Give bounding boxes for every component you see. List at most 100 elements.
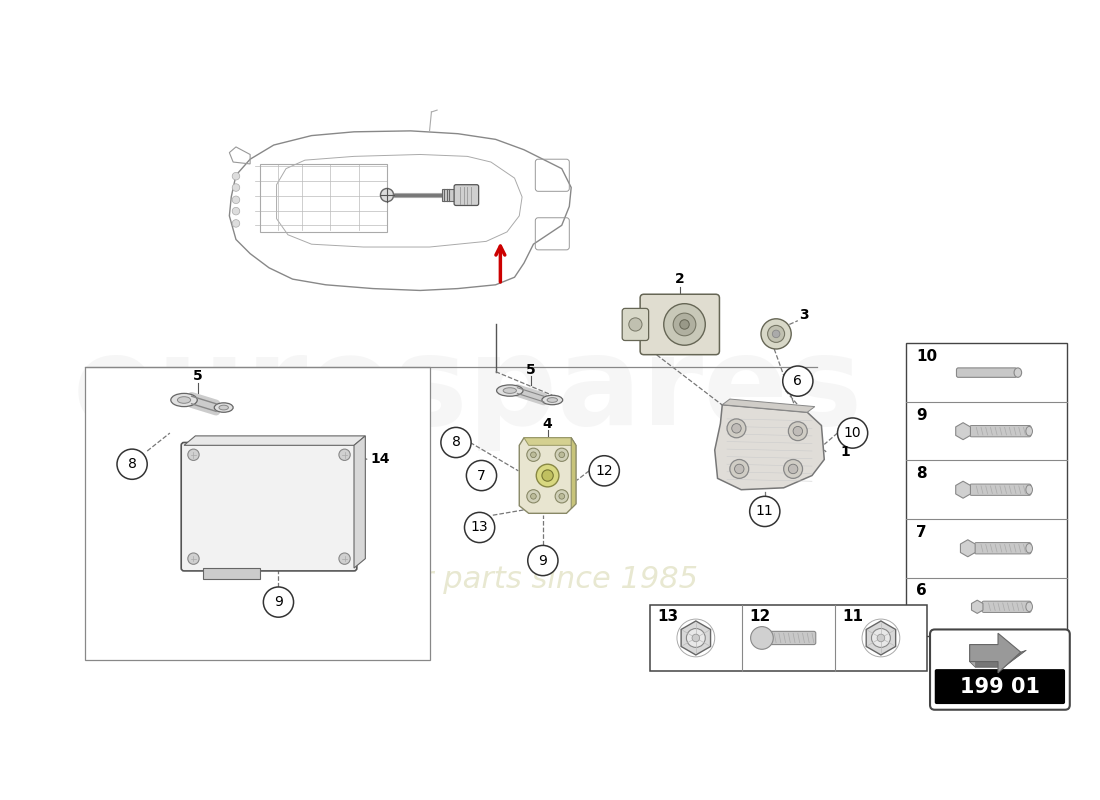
Circle shape bbox=[783, 366, 813, 396]
Ellipse shape bbox=[1026, 543, 1033, 553]
Circle shape bbox=[527, 448, 540, 462]
FancyBboxPatch shape bbox=[957, 368, 1016, 378]
Circle shape bbox=[527, 490, 540, 503]
Bar bbox=[260, 164, 387, 232]
Text: a passion for parts since 1985: a passion for parts since 1985 bbox=[236, 565, 697, 594]
Text: 9: 9 bbox=[538, 554, 548, 567]
Ellipse shape bbox=[1026, 602, 1033, 611]
Ellipse shape bbox=[547, 398, 558, 402]
Circle shape bbox=[466, 461, 496, 490]
Circle shape bbox=[559, 494, 564, 499]
Bar bbox=[85, 367, 430, 660]
FancyBboxPatch shape bbox=[970, 426, 1031, 437]
Circle shape bbox=[530, 494, 537, 499]
Circle shape bbox=[789, 422, 807, 441]
Text: 5: 5 bbox=[194, 370, 204, 383]
Circle shape bbox=[686, 629, 705, 647]
Text: 6: 6 bbox=[916, 583, 926, 598]
Circle shape bbox=[793, 426, 803, 436]
Circle shape bbox=[232, 207, 240, 215]
Text: 10: 10 bbox=[916, 349, 937, 364]
Circle shape bbox=[232, 220, 240, 227]
Circle shape bbox=[789, 464, 797, 474]
Circle shape bbox=[871, 629, 890, 647]
Circle shape bbox=[556, 490, 569, 503]
Polygon shape bbox=[956, 422, 970, 440]
FancyBboxPatch shape bbox=[623, 309, 649, 341]
Circle shape bbox=[542, 470, 553, 482]
Circle shape bbox=[673, 313, 696, 336]
Circle shape bbox=[590, 456, 619, 486]
Circle shape bbox=[559, 452, 564, 458]
Polygon shape bbox=[715, 405, 824, 490]
Ellipse shape bbox=[1026, 426, 1033, 436]
Text: 5: 5 bbox=[526, 362, 536, 377]
Circle shape bbox=[735, 464, 744, 474]
Circle shape bbox=[232, 196, 240, 203]
Polygon shape bbox=[571, 438, 576, 509]
Text: 9: 9 bbox=[916, 408, 926, 422]
FancyBboxPatch shape bbox=[640, 294, 719, 354]
Circle shape bbox=[877, 634, 884, 642]
Circle shape bbox=[232, 184, 240, 191]
Circle shape bbox=[263, 587, 294, 617]
Circle shape bbox=[528, 546, 558, 576]
Text: 1: 1 bbox=[840, 445, 850, 459]
Circle shape bbox=[188, 553, 199, 564]
Circle shape bbox=[750, 626, 773, 650]
FancyBboxPatch shape bbox=[970, 484, 1031, 495]
Text: 4: 4 bbox=[542, 417, 552, 430]
Circle shape bbox=[837, 418, 868, 448]
Circle shape bbox=[761, 318, 791, 349]
Circle shape bbox=[339, 553, 350, 564]
Text: 2: 2 bbox=[675, 272, 684, 286]
Circle shape bbox=[729, 459, 749, 478]
FancyBboxPatch shape bbox=[930, 630, 1070, 710]
Ellipse shape bbox=[503, 388, 516, 394]
FancyBboxPatch shape bbox=[182, 442, 356, 571]
FancyBboxPatch shape bbox=[982, 601, 1031, 613]
Text: 9: 9 bbox=[274, 595, 283, 609]
Ellipse shape bbox=[170, 394, 197, 406]
Polygon shape bbox=[956, 482, 970, 498]
Circle shape bbox=[727, 419, 746, 438]
Circle shape bbox=[232, 173, 240, 180]
Text: 3: 3 bbox=[800, 308, 810, 322]
Polygon shape bbox=[519, 438, 576, 514]
Circle shape bbox=[117, 449, 147, 479]
Text: 11: 11 bbox=[756, 505, 773, 518]
Bar bbox=[442, 190, 456, 201]
Polygon shape bbox=[971, 600, 983, 614]
Bar bbox=[650, 605, 927, 671]
Polygon shape bbox=[970, 634, 1021, 673]
Circle shape bbox=[629, 318, 642, 331]
Polygon shape bbox=[866, 621, 895, 655]
Bar bbox=[906, 343, 1067, 636]
Polygon shape bbox=[184, 436, 365, 446]
Ellipse shape bbox=[496, 385, 522, 396]
Text: 199 01: 199 01 bbox=[960, 677, 1040, 697]
Polygon shape bbox=[354, 436, 365, 568]
Text: 6: 6 bbox=[793, 374, 802, 388]
Text: eurospares: eurospares bbox=[73, 330, 862, 451]
Ellipse shape bbox=[214, 403, 233, 412]
Text: 13: 13 bbox=[471, 521, 488, 534]
Text: 13: 13 bbox=[657, 609, 679, 624]
Text: 8: 8 bbox=[452, 435, 461, 450]
Circle shape bbox=[556, 448, 569, 462]
Polygon shape bbox=[524, 438, 576, 446]
FancyBboxPatch shape bbox=[975, 542, 1031, 554]
Text: 11: 11 bbox=[843, 609, 864, 624]
Circle shape bbox=[732, 424, 741, 433]
Ellipse shape bbox=[1014, 368, 1022, 378]
Circle shape bbox=[783, 459, 803, 478]
FancyBboxPatch shape bbox=[760, 631, 816, 645]
Text: 7: 7 bbox=[916, 525, 926, 540]
Circle shape bbox=[188, 449, 199, 461]
Circle shape bbox=[464, 512, 495, 542]
Text: 7: 7 bbox=[477, 469, 486, 482]
Text: 12: 12 bbox=[595, 464, 613, 478]
Text: 10: 10 bbox=[844, 426, 861, 440]
Text: 8: 8 bbox=[916, 466, 926, 481]
Polygon shape bbox=[723, 399, 815, 412]
